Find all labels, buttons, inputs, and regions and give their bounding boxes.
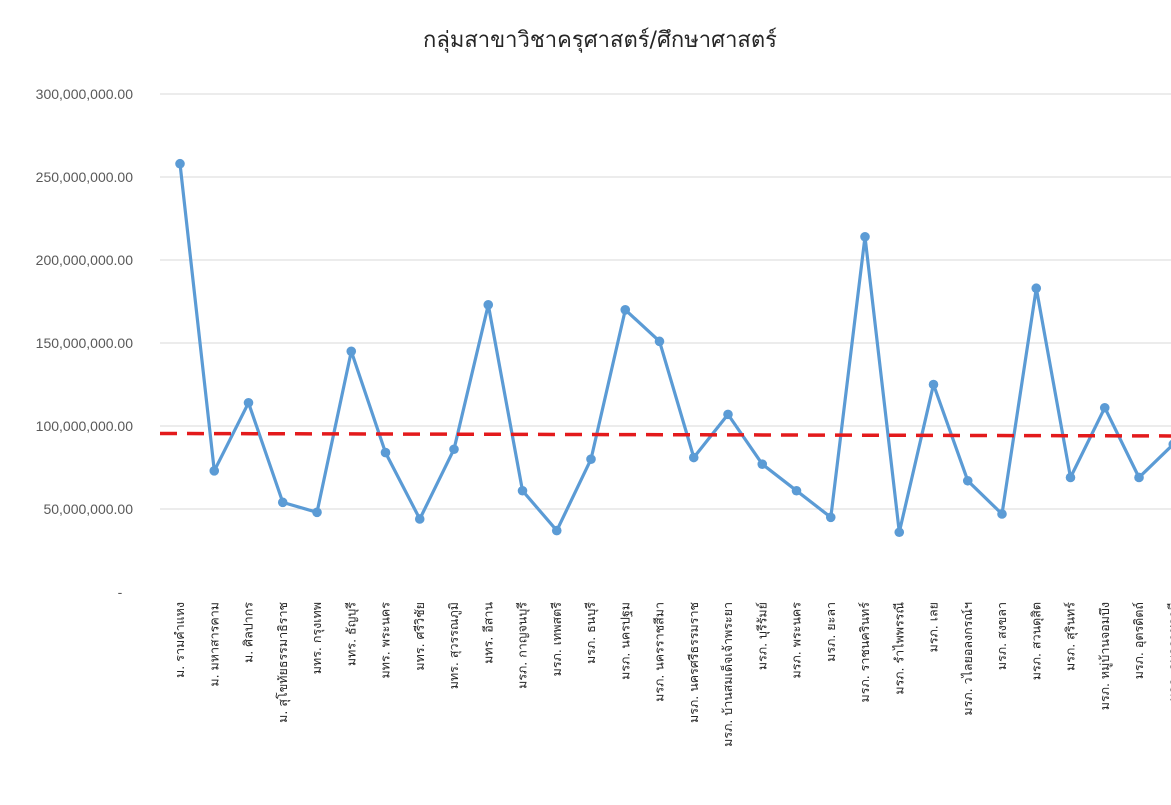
x-tick-label: มทร. กรุงเทพ bbox=[309, 602, 325, 674]
marker-layer bbox=[175, 158, 1171, 538]
x-tick-label: มรภ. หมู่บ้านจอมบึง bbox=[1097, 602, 1113, 710]
y-tick-label: 250,000,000.00 bbox=[36, 169, 134, 185]
data-point-marker bbox=[1031, 283, 1042, 294]
data-point-marker bbox=[517, 485, 528, 496]
x-tick-label: มรภ. สุรินทร์ bbox=[1063, 602, 1079, 671]
data-point-marker bbox=[380, 447, 391, 458]
x-tick-label: มรภ. พระนคร bbox=[789, 602, 804, 679]
x-tick-label: ม. ศิลปากร bbox=[241, 602, 256, 663]
x-tick-label: มรภ. นครปฐม bbox=[617, 602, 632, 680]
data-point-marker bbox=[928, 379, 939, 390]
data-point-marker bbox=[997, 509, 1007, 519]
data-point-marker bbox=[312, 507, 322, 518]
x-tick-label: มทร. ธัญบุรี bbox=[343, 602, 359, 666]
x-tick-label: มรภ. เลย bbox=[926, 602, 941, 652]
data-point-marker bbox=[723, 409, 733, 420]
average-reference-line bbox=[159, 431, 1171, 438]
x-tick-label: มทร. สุวรรณภูมิ bbox=[446, 602, 462, 689]
x-tick-label: มทร. พระนคร bbox=[378, 602, 393, 679]
x-tick-label: มรภ. สวนดุสิต bbox=[1028, 602, 1044, 680]
data-point-marker bbox=[620, 305, 631, 315]
y-tick-label: 300,000,000.00 bbox=[36, 86, 134, 102]
x-tick-label: มรภ. ยะลา bbox=[823, 602, 838, 662]
x-tick-label: ม. มหาสารคาม bbox=[206, 602, 221, 687]
x-tick-label: มรภ. นครราชสีมา bbox=[652, 602, 667, 702]
grid-layer bbox=[160, 93, 1171, 510]
data-point-marker bbox=[688, 452, 699, 463]
data-point-marker bbox=[654, 336, 665, 347]
x-axis-tick-labels: ม. รามคำแหง ม. มหาสารคาม ม. ศิลปากร ม. สุโข… bbox=[172, 602, 1171, 747]
x-tick-label: มรภ. อุตรดิตถ์ bbox=[1131, 602, 1147, 679]
x-tick-label: มรภ. นครศรีธรรมราช bbox=[686, 602, 701, 723]
x-tick-label: มรภ. ราชนครินทร์ bbox=[857, 602, 872, 703]
data-point-marker bbox=[1099, 402, 1110, 413]
x-tick-label: มรภ. เทพสตรี bbox=[549, 602, 564, 677]
x-tick-label: มรภ. อุบลราชธานี bbox=[1165, 602, 1171, 702]
data-point-marker bbox=[1065, 472, 1076, 483]
y-tick-label: - bbox=[118, 584, 123, 600]
x-tick-label: มรภ. บ้านสมเด็จเจ้าพระยา bbox=[720, 602, 735, 747]
data-point-marker bbox=[1168, 440, 1171, 449]
data-point-marker bbox=[449, 444, 459, 455]
data-point-marker bbox=[414, 514, 425, 524]
data-point-marker bbox=[277, 497, 288, 508]
x-tick-label: มรภ. รำไพพรรณี bbox=[891, 602, 906, 695]
x-tick-label: ม. รามคำแหง bbox=[172, 602, 187, 678]
x-tick-label: มรภ. กาญจนบุรี bbox=[515, 602, 531, 689]
data-point-marker bbox=[1134, 472, 1144, 483]
x-tick-label: มรภ. วไลยอลงกรณ์ฯ bbox=[960, 602, 975, 716]
data-point-marker bbox=[791, 485, 802, 496]
data-point-marker bbox=[551, 525, 562, 536]
chart-title: กลุ่มสาขาวิชาครุศาสตร์/ศึกษาศาสตร์ bbox=[423, 28, 777, 53]
x-tick-label: ม. สุโขทัยธรรมาธิราช bbox=[275, 602, 291, 723]
data-point-marker bbox=[209, 466, 220, 476]
y-tick-label: 200,000,000.00 bbox=[36, 252, 134, 268]
series-layer bbox=[178, 162, 1171, 534]
x-tick-label: มทร. อีสาน bbox=[480, 602, 495, 664]
series-line bbox=[178, 162, 1171, 534]
data-point-marker bbox=[586, 454, 596, 465]
y-tick-label: 150,000,000.00 bbox=[36, 335, 134, 351]
y-tick-label: 100,000,000.00 bbox=[36, 418, 134, 434]
data-point-marker bbox=[483, 300, 494, 310]
x-tick-label: มทร. ศรีวิชัย bbox=[412, 602, 427, 671]
x-tick-label: มรภ. ธนบุรี bbox=[583, 602, 599, 664]
data-point-marker bbox=[894, 527, 905, 538]
data-point-marker bbox=[175, 158, 185, 169]
data-point-marker bbox=[825, 512, 836, 523]
reference-layer bbox=[159, 431, 1171, 438]
data-point-marker bbox=[757, 459, 768, 469]
x-tick-label: มรภ. บุรีรัมย์ bbox=[754, 602, 770, 670]
y-tick-label: 50,000,000.00 bbox=[43, 501, 133, 517]
y-axis-tick-labels: - 50,000,000.00 100,000,000.00 150,000,000.… bbox=[36, 86, 134, 600]
data-point-marker bbox=[243, 397, 254, 408]
x-tick-label: มรภ. สงขลา bbox=[994, 602, 1009, 670]
data-point-marker bbox=[860, 231, 870, 242]
data-point-marker bbox=[962, 475, 973, 486]
data-point-marker bbox=[346, 346, 357, 357]
